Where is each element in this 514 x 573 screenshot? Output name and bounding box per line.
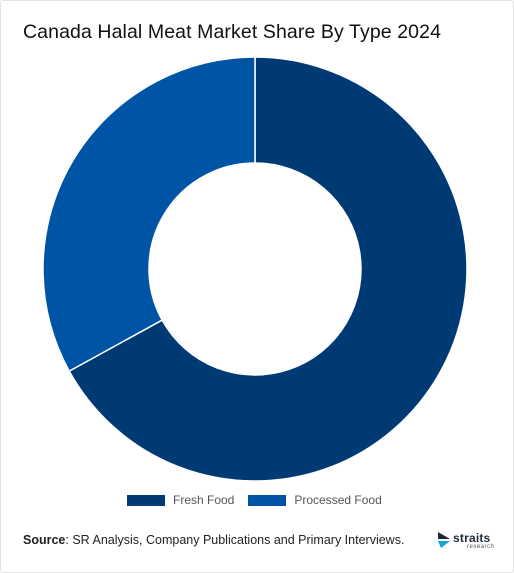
source-label: Source [23, 533, 66, 547]
source-text: : SR Analysis, Company Publications and … [65, 533, 405, 547]
logo-subtitle: research [467, 544, 495, 550]
legend-label-processed-food: Processed Food [294, 493, 382, 507]
legend-item-fresh-food[interactable]: Fresh Food [127, 493, 234, 507]
donut-chart [42, 56, 468, 482]
legend-item-processed-food[interactable]: Processed Food [248, 493, 382, 507]
legend-label-fresh-food: Fresh Food [173, 493, 235, 507]
straits-logo: straits research [437, 529, 497, 553]
donut-slice-fresh-food[interactable] [68, 56, 468, 482]
legend-swatch-processed-food [248, 494, 287, 506]
source-note: Source: SR Analysis, Company Publication… [23, 533, 404, 547]
chart-legend: Fresh Food Processed Food [127, 493, 386, 507]
donut-slice-processed-food[interactable] [42, 56, 256, 373]
logo-wordmark: straits [453, 531, 491, 545]
legend-swatch-fresh-food [127, 494, 165, 506]
straits-logo-icon [438, 532, 450, 548]
chart-title: Canada Halal Meat Market Share By Type 2… [23, 21, 442, 43]
